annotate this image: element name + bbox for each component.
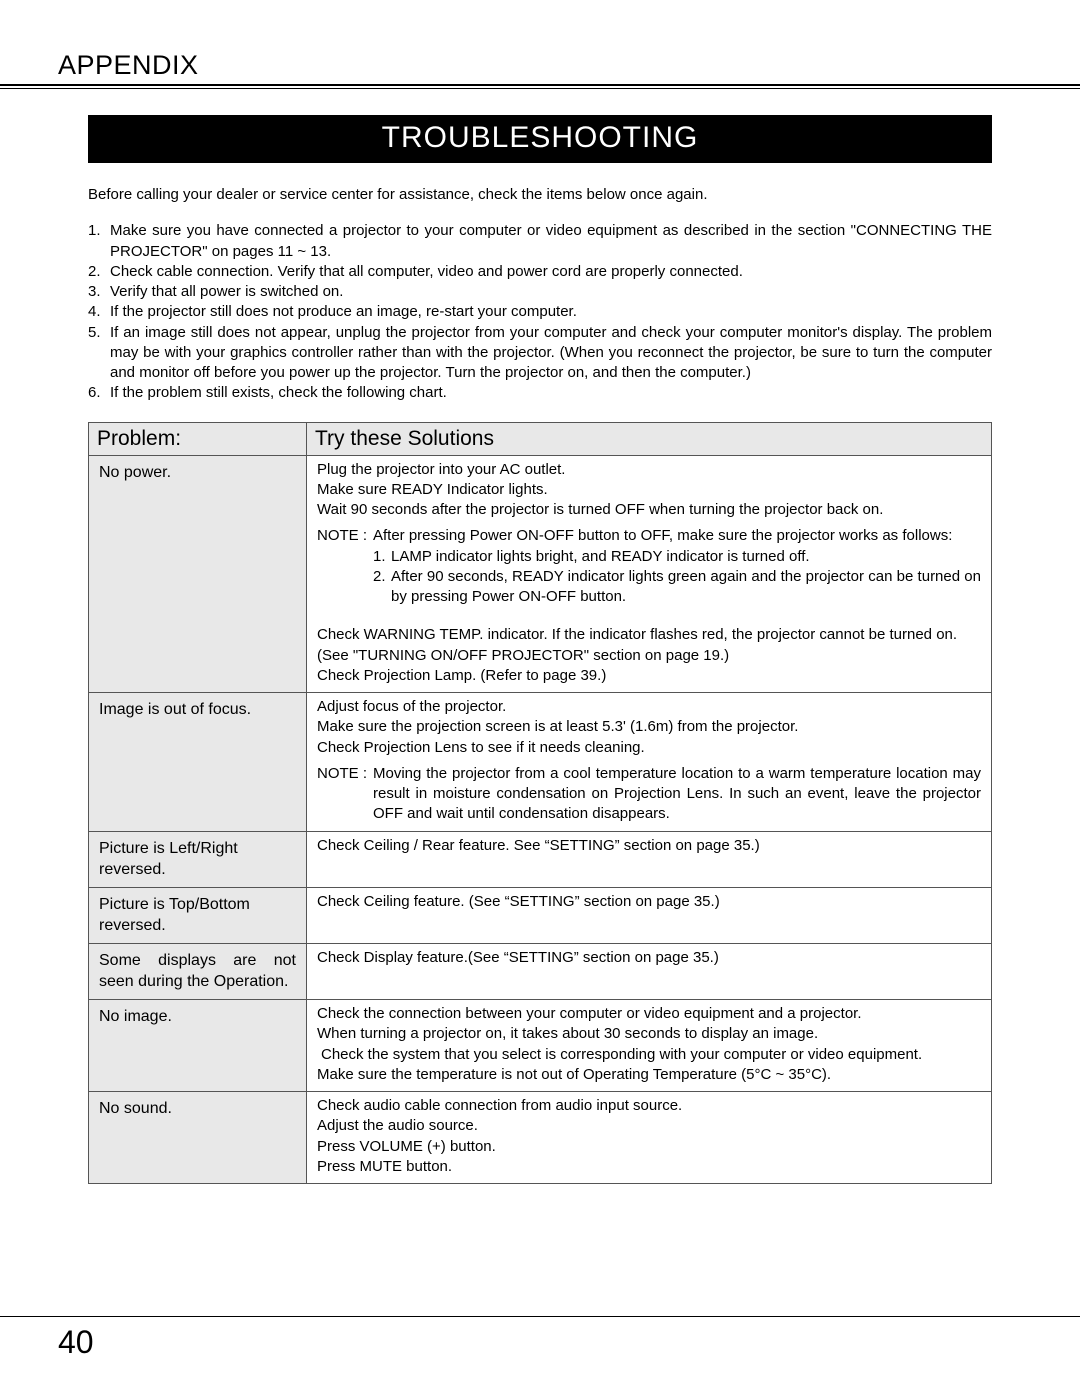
list-item: 4.If the projector still does not produc… bbox=[88, 302, 992, 322]
solution-line: Check Display feature.(See “SETTING” sec… bbox=[317, 948, 981, 968]
table-row: No power. Plug the projector into your A… bbox=[89, 455, 992, 693]
table-row: No image. Check the connection between y… bbox=[89, 1000, 992, 1092]
table-row: Some displays are not seen during the Op… bbox=[89, 943, 992, 999]
solution-line: Make sure the projection screen is at le… bbox=[317, 717, 981, 737]
table-row: No sound. Check audio cable connection f… bbox=[89, 1092, 992, 1184]
sub-item: 1.LAMP indicator lights bright, and READ… bbox=[373, 547, 981, 567]
solution-line: When turning a projector on, it takes ab… bbox=[317, 1024, 981, 1044]
sub-text: After 90 seconds, READY indicator lights… bbox=[391, 567, 981, 608]
problem-cell: Some displays are not seen during the Op… bbox=[89, 943, 307, 999]
solution-line: Wait 90 seconds after the projector is t… bbox=[317, 500, 981, 520]
list-num: 2. bbox=[88, 262, 110, 282]
problem-cell: No image. bbox=[89, 1000, 307, 1092]
solution-line: Check the system that you select is corr… bbox=[317, 1045, 981, 1065]
problem-cell: No power. bbox=[89, 455, 307, 693]
list-num: 1. bbox=[88, 221, 110, 262]
list-item: 2.Check cable connection. Verify that al… bbox=[88, 262, 992, 282]
note-block: NOTE : Moving the projector from a cool … bbox=[317, 764, 981, 825]
problem-cell: Picture is Left/Right reversed. bbox=[89, 831, 307, 887]
solution-line: Check Ceiling / Rear feature. See “SETTI… bbox=[317, 836, 981, 856]
spacer bbox=[317, 856, 981, 870]
list-text: If the problem still exists, check the f… bbox=[110, 383, 992, 403]
list-text: If the projector still does not produce … bbox=[110, 302, 992, 322]
solution-line: Press MUTE button. bbox=[317, 1157, 981, 1177]
note-block: NOTE : After pressing Power ON-OFF butto… bbox=[317, 526, 981, 607]
list-num: 4. bbox=[88, 302, 110, 322]
note-body: Moving the projector from a cool tempera… bbox=[373, 764, 981, 825]
solution-line: Check WARNING TEMP. indicator. If the in… bbox=[317, 625, 981, 645]
note-text: After pressing Power ON-OFF button to OF… bbox=[373, 526, 981, 546]
section-header: APPENDIX bbox=[58, 50, 1022, 81]
list-text: Check cable connection. Verify that all … bbox=[110, 262, 992, 282]
solution-cell: Check the connection between your comput… bbox=[307, 1000, 992, 1092]
troubleshooting-table: Problem: Try these Solutions No power. P… bbox=[88, 422, 992, 1185]
list-item: 1.Make sure you have connected a project… bbox=[88, 221, 992, 262]
solution-line: Check audio cable connection from audio … bbox=[317, 1096, 981, 1116]
solution-line: Adjust focus of the projector. bbox=[317, 697, 981, 717]
double-rule bbox=[0, 84, 1080, 89]
solution-cell: Plug the projector into your AC outlet. … bbox=[307, 455, 992, 693]
list-item: 3.Verify that all power is switched on. bbox=[88, 282, 992, 302]
solution-cell: Check audio cable connection from audio … bbox=[307, 1092, 992, 1184]
list-item: 6.If the problem still exists, check the… bbox=[88, 383, 992, 403]
solution-cell: Adjust focus of the projector. Make sure… bbox=[307, 693, 992, 832]
numbered-list: 1.Make sure you have connected a project… bbox=[88, 221, 992, 403]
solution-line: Check Ceiling feature. (See “SETTING” se… bbox=[317, 892, 981, 912]
problem-cell: No sound. bbox=[89, 1092, 307, 1184]
solution-line: Plug the projector into your AC outlet. bbox=[317, 460, 981, 480]
list-num: 6. bbox=[88, 383, 110, 403]
problem-cell: Image is out of focus. bbox=[89, 693, 307, 832]
table-header-row: Problem: Try these Solutions bbox=[89, 422, 992, 455]
list-item: 5.If an image still does not appear, unp… bbox=[88, 323, 992, 384]
table-row: Picture is Left/Right reversed. Check Ce… bbox=[89, 831, 992, 887]
note-label: NOTE : bbox=[317, 764, 373, 825]
solution-line: Press VOLUME (+) button. bbox=[317, 1137, 981, 1157]
sub-text: LAMP indicator lights bright, and READY … bbox=[391, 547, 981, 567]
col-header-problem: Problem: bbox=[89, 422, 307, 455]
table-row: Image is out of focus. Adjust focus of t… bbox=[89, 693, 992, 832]
list-text: Make sure you have connected a projector… bbox=[110, 221, 992, 262]
note-label: NOTE : bbox=[317, 526, 373, 607]
table-row: Picture is Top/Bottom reversed. Check Ce… bbox=[89, 887, 992, 943]
problem-cell: Picture is Top/Bottom reversed. bbox=[89, 887, 307, 943]
solution-cell: Check Ceiling feature. (See “SETTING” se… bbox=[307, 887, 992, 943]
solution-line: Make sure READY Indicator lights. bbox=[317, 480, 981, 500]
solution-line: Make sure the temperature is not out of … bbox=[317, 1065, 981, 1085]
list-num: 3. bbox=[88, 282, 110, 302]
sub-num: 2. bbox=[373, 567, 391, 608]
solution-line: Check the connection between your comput… bbox=[317, 1004, 981, 1024]
sub-num: 1. bbox=[373, 547, 391, 567]
sub-item: 2.After 90 seconds, READY indicator ligh… bbox=[373, 567, 981, 608]
note-body: After pressing Power ON-OFF button to OF… bbox=[373, 526, 981, 607]
page: APPENDIX TROUBLESHOOTING Before calling … bbox=[0, 0, 1080, 1184]
col-header-solution: Try these Solutions bbox=[307, 422, 992, 455]
title-bar: TROUBLESHOOTING bbox=[88, 115, 992, 163]
page-number: 40 bbox=[58, 1324, 94, 1361]
solution-line: Check Projection Lamp. (Refer to page 39… bbox=[317, 666, 981, 686]
bottom-rule bbox=[0, 1316, 1080, 1317]
solution-line: (See "TURNING ON/OFF PROJECTOR" section … bbox=[317, 646, 981, 666]
list-num: 5. bbox=[88, 323, 110, 384]
list-text: Verify that all power is switched on. bbox=[110, 282, 992, 302]
solution-line: Check Projection Lens to see if it needs… bbox=[317, 738, 981, 758]
solution-line: Adjust the audio source. bbox=[317, 1116, 981, 1136]
solution-cell: Check Display feature.(See “SETTING” sec… bbox=[307, 943, 992, 999]
intro-text: Before calling your dealer or service ce… bbox=[88, 185, 992, 205]
solution-cell: Check Ceiling / Rear feature. See “SETTI… bbox=[307, 831, 992, 887]
list-text: If an image still does not appear, unplu… bbox=[110, 323, 992, 384]
